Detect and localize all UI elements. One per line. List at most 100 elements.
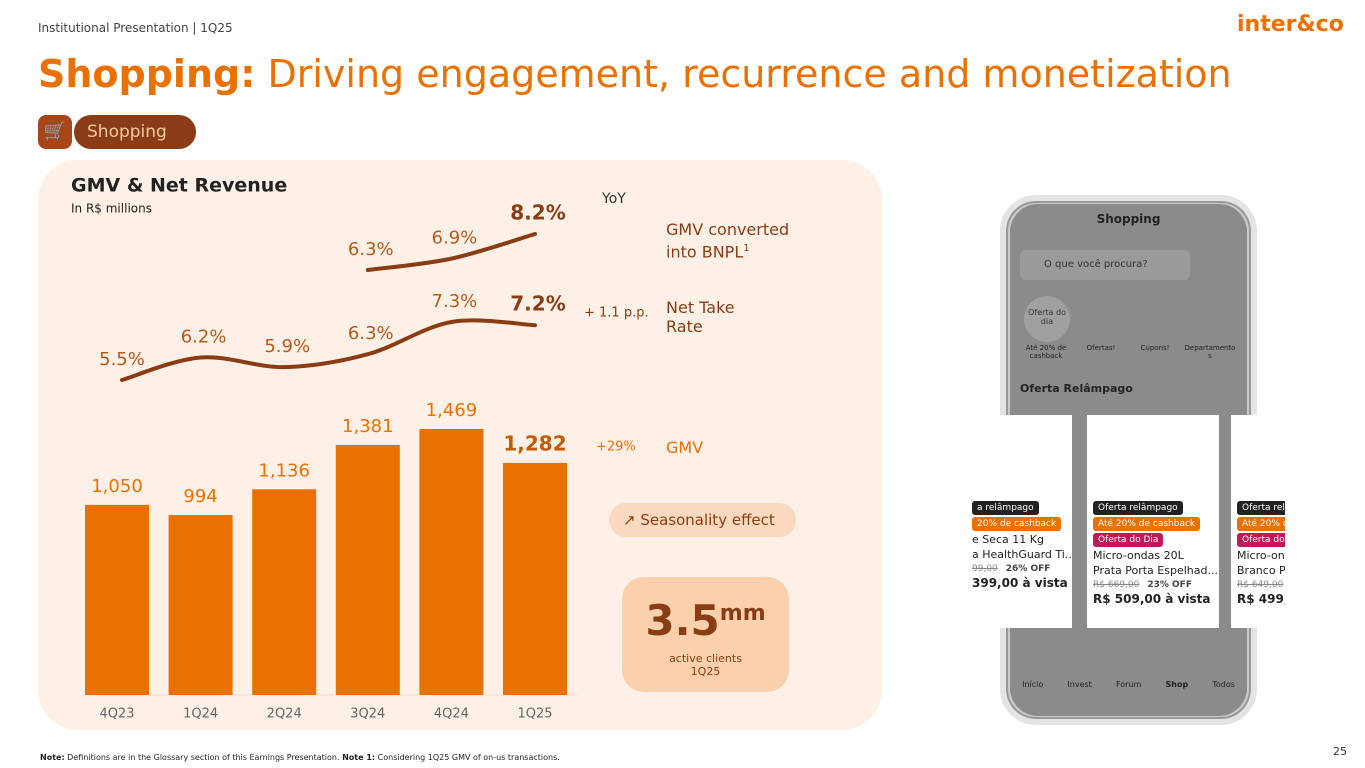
bar <box>252 489 317 695</box>
x-tick-label: 1Q25 <box>517 707 552 722</box>
seasonality-pill: ↗ Seasonality effect <box>609 503 796 537</box>
card-text: Micro-on <box>1237 549 1285 562</box>
phone-search: O que você procura? <box>1020 250 1190 280</box>
clients-box: 3.5mm active clients 1Q25 <box>622 577 789 692</box>
phone-icon-label: Ofertas! <box>1086 344 1116 352</box>
note1-label: Note 1: <box>342 753 376 762</box>
card-text: Oferta do <box>1237 533 1285 547</box>
legend-gmv: GMV <box>666 438 704 457</box>
card-text: Oferta relâ <box>1237 501 1285 515</box>
bar-label: 1,050 <box>91 476 143 497</box>
header-subtitle: Institutional Presentation | 1Q25 <box>38 21 233 35</box>
chart-subtitle: In R$ millions <box>71 202 152 216</box>
bar-label: 1,469 <box>426 400 478 421</box>
card-text: Prata Porta Espelhad... <box>1093 564 1218 577</box>
clients-period: 1Q25 <box>690 665 721 678</box>
card-text: Micro-ondas 20L <box>1093 549 1184 562</box>
card-text: 399,00 à vista <box>972 576 1068 590</box>
clients-stat: 3.5mm <box>622 589 789 646</box>
card-text: Oferta relâmpago <box>1093 501 1183 515</box>
nav-item: Invest <box>1067 680 1092 689</box>
phone-icon-label: Cupons! <box>1140 344 1170 352</box>
footnote: Note: Definitions are in the Glossary se… <box>40 753 560 762</box>
legend-note: 1 <box>743 243 750 254</box>
card-text: R$ 669,00 <box>1093 580 1140 590</box>
title-rest: Driving engagement, recurrence and monet… <box>255 52 1232 96</box>
bar-label: 994 <box>183 486 217 507</box>
card-text: a HealthGuard Ti... <box>972 548 1072 561</box>
line <box>120 318 537 382</box>
clients-unit: mm <box>719 601 766 626</box>
bar-label: 1,136 <box>258 460 310 481</box>
bar <box>168 515 233 695</box>
line <box>365 232 537 272</box>
legend-text: GMV converted into BNPL <box>666 220 790 262</box>
phone-badge: Oferta do dia <box>1024 296 1070 342</box>
bar <box>503 462 567 695</box>
x-tick-label: 4Q23 <box>99 707 134 722</box>
line-label: 7.3% <box>432 291 478 312</box>
line-label: 6.9% <box>432 228 478 249</box>
product-card: a relâmpago 20% de cashback e Seca 11 Kg a … <box>972 415 1072 628</box>
product-card: Oferta relâmpago Até 20% de cashback Ofert… <box>1087 415 1219 628</box>
bar-label: 1,381 <box>342 416 394 437</box>
card-text: R$ 499,0 <box>1237 592 1285 606</box>
product-card: Oferta relâ Até 20% d Oferta do Micro-on Bra… <box>1231 415 1285 628</box>
phone-icon-label: Até 20% de cashback <box>1025 344 1067 360</box>
page-number: 25 <box>1333 745 1347 758</box>
note-label: Note: <box>40 753 65 762</box>
nav-item: Forum <box>1115 680 1142 689</box>
tag: Shopping <box>74 115 196 149</box>
nav-item: Shop <box>1165 680 1189 689</box>
legend-bnpl: GMV converted into BNPL1 <box>666 220 806 261</box>
x-tick-label: 3Q24 <box>350 707 385 722</box>
yoy-take-rate: + 1.1 p.p. <box>584 306 649 321</box>
title-bold: Shopping: <box>38 52 256 96</box>
card-discount: 26% OFF <box>1005 564 1051 574</box>
nav-item: Todos <box>1212 680 1235 689</box>
bar <box>85 504 149 695</box>
x-tick-label: 1Q24 <box>183 707 218 722</box>
card-text: 20% de cashback <box>972 517 1062 531</box>
card-text: a relâmpago <box>972 501 1039 515</box>
clients-value: 3.5 <box>645 596 720 645</box>
note: Definitions are in the Glossary section … <box>64 753 340 762</box>
card-text: R$ 649,00 <box>1237 580 1284 590</box>
yoy-label: YoY <box>601 191 626 207</box>
title: Shopping: Driving engagement, recurrence… <box>38 52 1232 96</box>
phone-section: Oferta Relâmpago <box>1020 382 1133 395</box>
card-text: Até 20% de cashback <box>1093 517 1201 531</box>
card-text: Até 20% d <box>1237 517 1285 531</box>
cart-icon: 🛒 <box>38 115 72 149</box>
phone-nav: Início Invest Forum Shop Todos <box>1010 680 1247 689</box>
logo: inter&co <box>1237 12 1344 37</box>
card-text: 99,00 <box>972 564 998 574</box>
card-text: e Seca 11 Kg <box>972 533 1044 546</box>
x-tick-label: 2Q24 <box>267 707 302 722</box>
legend-take-rate: Net Take Rate <box>666 298 735 336</box>
card-discount: 23% OFF <box>1147 580 1192 590</box>
line-label: 5.9% <box>264 336 310 357</box>
card-text: Oferta do Dia <box>1093 533 1164 547</box>
phone-header: Shopping <box>1096 212 1161 226</box>
line-label: 5.5% <box>99 349 145 370</box>
bar-label: 1,282 <box>503 431 566 455</box>
seasonality-text: Seasonality effect <box>640 511 775 529</box>
line-label: 6.3% <box>348 239 394 260</box>
nav-item: Início <box>1022 680 1044 689</box>
line-label: 6.2% <box>181 326 227 347</box>
phone-icon-label: Departamentos <box>1184 344 1236 360</box>
bar <box>335 444 400 695</box>
clients-label: active clients <box>669 652 742 665</box>
note1: Considering 1Q25 GMV of on-us transactio… <box>375 753 560 762</box>
yoy-gmv: +29% <box>596 440 636 455</box>
line-label: 6.3% <box>348 323 394 344</box>
line-label: 8.2% <box>510 201 565 225</box>
bar <box>419 429 484 695</box>
line-label: 7.2% <box>510 292 565 316</box>
card-text: Branco Pe <box>1237 564 1285 577</box>
card-text: R$ 509,00 à vista <box>1093 592 1211 606</box>
x-tick-label: 4Q24 <box>434 707 469 722</box>
